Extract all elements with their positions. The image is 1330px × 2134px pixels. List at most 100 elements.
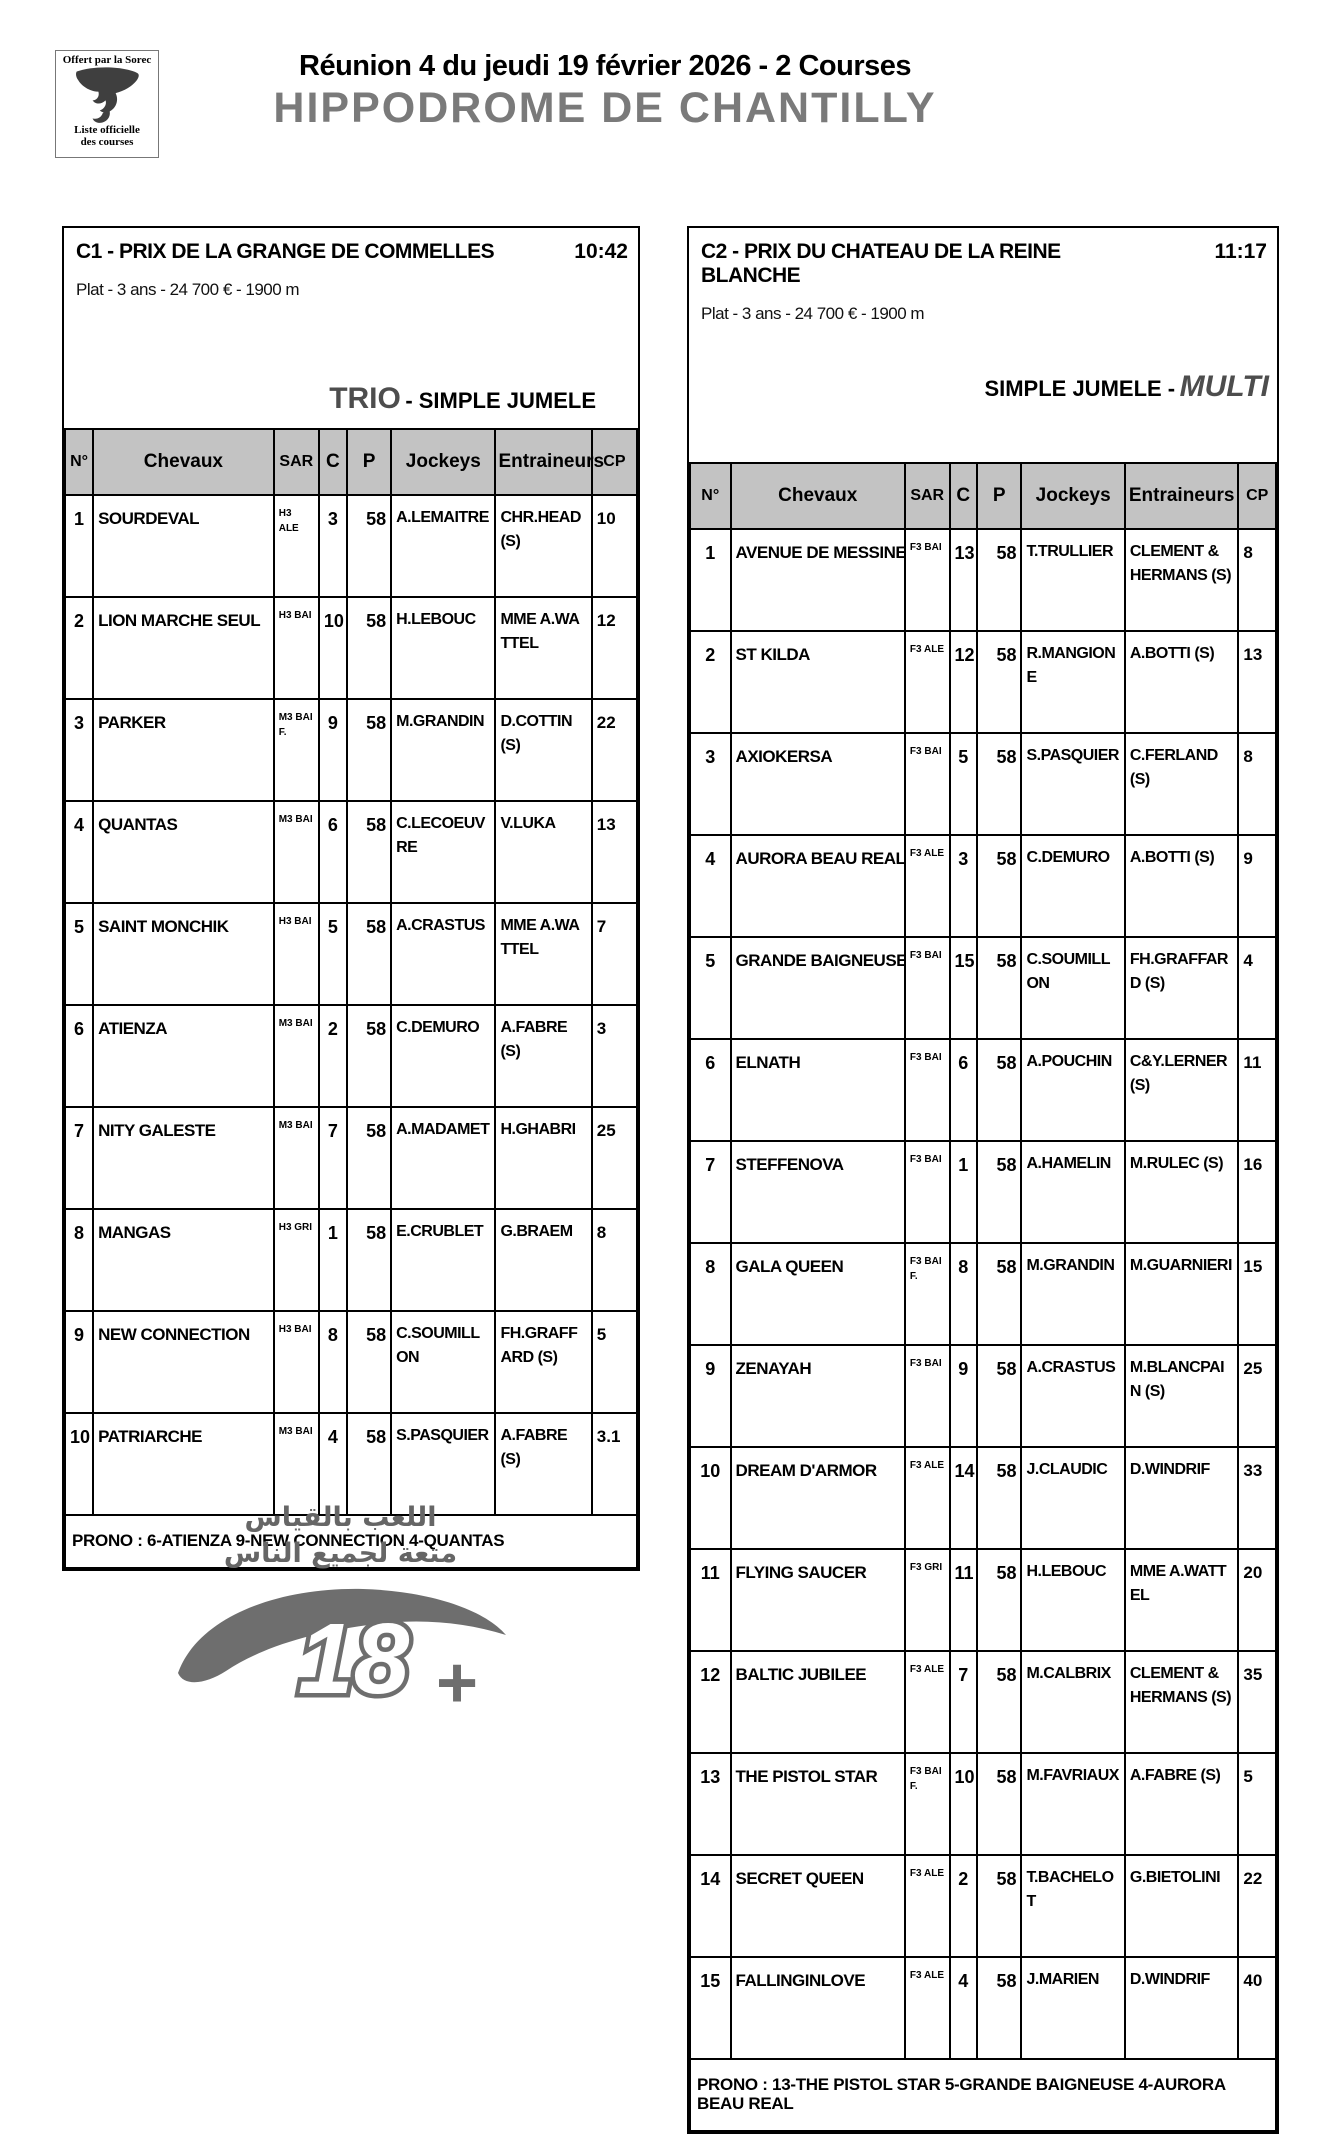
cell-jockey: C.DEMURO — [1020, 834, 1126, 939]
table-row: 1 SOURDEVAL H3 ALE 3 58 A.LEMAITRE CHR.HEAD (S… — [63, 494, 639, 599]
cell-cp: 5 — [1237, 1752, 1277, 1857]
cell-corde: 2 — [948, 1854, 978, 1959]
cell-number: 4 — [689, 834, 732, 939]
column-header: Entraineurs — [494, 428, 604, 497]
cell-number: 1 — [689, 528, 732, 633]
table-row: 6 ATIENZA M3 BAI 2 58 C.DEMURO A.FABRE (S) 3 — [63, 1004, 639, 1109]
cell-trainer: CLEMENT & HERMANS (S) — [1123, 528, 1240, 633]
cell-corde: 7 — [317, 1106, 348, 1211]
bet-type-multi: MULTI — [1179, 370, 1269, 404]
cell-horse: ELNATH — [729, 1038, 906, 1143]
cell-number: 7 — [689, 1140, 732, 1245]
cell-poids: 58 — [345, 800, 393, 905]
cell-trainer: M.BLANCPAIN (S) — [1123, 1344, 1240, 1449]
cell-jockey: M.CALBRIX — [1020, 1650, 1126, 1755]
cell-trainer: CHR.HEAD (S) — [494, 494, 593, 599]
cell-sar: F3 ALE — [903, 1854, 951, 1959]
cell-horse: ATIENZA — [92, 1004, 275, 1109]
cell-trainer: D.WINDRIF — [1123, 1956, 1240, 2061]
cell-trainer: A.FABRE (S) — [494, 1412, 593, 1517]
cell-horse: FALLINGINLOVE — [729, 1956, 906, 2061]
cell-sar: M3 BAI F. — [272, 698, 320, 803]
cell-corde: 10 — [317, 596, 348, 701]
table-row: 10 DREAM D'ARMOR F3 ALE 14 58 J.CLAUDIC D.WIND… — [689, 1446, 1277, 1551]
cell-horse: ZENAYAH — [729, 1344, 906, 1449]
table-row: 5 GRANDE BAIGNEUSE F3 BAI 15 58 C.SOUMILLON FH… — [689, 936, 1277, 1041]
cell-jockey: A.CRASTUS — [390, 902, 497, 1007]
cell-horse: BALTIC JUBILEE — [729, 1650, 906, 1755]
cell-number: 13 — [689, 1752, 732, 1857]
bet-type-simple-jumele: SIMPLE JUMELE - — [984, 376, 1176, 402]
table-row: 5 SAINT MONCHIK H3 BAI 5 58 A.CRASTUS MME A.WA… — [63, 902, 639, 1007]
cell-jockey: E.CRUBLET — [390, 1208, 497, 1313]
cell-poids: 58 — [345, 698, 393, 803]
table-row: 14 SECRET QUEEN F3 ALE 2 58 T.BACHELOT G.BIETO… — [689, 1854, 1277, 1959]
table-row: 8 GALA QUEEN F3 BAI F. 8 58 M.GRANDIN M.GUARNI… — [689, 1242, 1277, 1347]
cell-trainer: A.FABRE (S) — [1123, 1752, 1240, 1857]
cell-trainer: G.BRAEM — [494, 1208, 593, 1313]
venue-title: HIPPODROME DE CHANTILLY — [273, 84, 937, 132]
reunion-title: Réunion 4 du jeudi 19 février 2026 - 2 C… — [299, 50, 912, 82]
cell-corde: 6 — [948, 1038, 978, 1143]
cell-sar: M3 BAI — [272, 1004, 320, 1109]
table-row: 3 AXIOKERSA F3 BAI 5 58 S.PASQUIER C.FERLAND (… — [689, 732, 1277, 837]
cell-horse: NITY GALESTE — [92, 1106, 275, 1211]
cell-horse: ST KILDA — [729, 630, 906, 735]
cell-trainer: MME A.WATTEL — [494, 902, 593, 1007]
cell-jockey: A.CRASTUS — [1020, 1344, 1126, 1449]
cell-cp: 25 — [1237, 1344, 1277, 1449]
cell-poids: 58 — [345, 1310, 393, 1415]
cell-number: 11 — [689, 1548, 732, 1653]
cell-corde: 14 — [948, 1446, 978, 1551]
cell-sar: M3 BAI — [272, 1412, 320, 1517]
cell-number: 5 — [689, 936, 732, 1041]
table-row: 9 ZENAYAH F3 BAI 9 58 A.CRASTUS M.BLANCPAIN (S… — [689, 1344, 1277, 1449]
cell-cp: 35 — [1237, 1650, 1277, 1755]
cell-cp: 13 — [1237, 630, 1277, 735]
cell-jockey: A.LEMAITRE — [390, 494, 497, 599]
table-row: 10 PATRIARCHE M3 BAI 4 58 S.PASQUIER A.FABRE (… — [63, 1412, 639, 1517]
runners-table-c2: N° Chevaux SAR C P Jockeys Entraineurs CP 1 AVEN… — [689, 462, 1277, 2132]
cell-jockey: S.PASQUIER — [1020, 732, 1126, 837]
table-row: 12 BALTIC JUBILEE F3 ALE 7 58 M.CALBRIX CLEMEN… — [689, 1650, 1277, 1755]
cell-sar: F3 ALE — [903, 1446, 951, 1551]
cell-sar: F3 BAI — [903, 1344, 951, 1449]
cell-trainer: CLEMENT & HERMANS (S) — [1123, 1650, 1240, 1755]
cell-number: 8 — [689, 1242, 732, 1347]
table-row: 11 FLYING SAUCER F3 GRI 11 58 H.LEBOUC MME A.W… — [689, 1548, 1277, 1653]
age-18-text: 18 — [298, 1603, 410, 1715]
cell-trainer: MME A.WATTEL — [494, 596, 593, 701]
horse-head-icon — [76, 67, 139, 123]
cell-number: 4 — [63, 800, 95, 905]
cell-sar: M3 BAI — [272, 1106, 320, 1211]
cell-cp: 22 — [590, 698, 639, 803]
column-header: Chevaux — [729, 462, 906, 531]
column-header: C — [948, 462, 978, 531]
cell-corde: 5 — [317, 902, 348, 1007]
cell-poids: 58 — [345, 1412, 393, 1517]
cell-trainer: C&Y.LERNER (S) — [1123, 1038, 1240, 1143]
cell-number: 14 — [689, 1854, 732, 1959]
cell-corde: 2 — [317, 1004, 348, 1109]
cell-trainer: V.LUKA — [494, 800, 593, 905]
cell-cp: 9 — [1237, 834, 1277, 939]
cell-horse: PATRIARCHE — [92, 1412, 275, 1517]
cell-horse: SOURDEVAL — [92, 494, 275, 599]
column-header: N° — [689, 462, 732, 531]
race-title: C1 - PRIX DE LA GRANGE DE COMMELLES — [76, 240, 495, 263]
cell-horse: SECRET QUEEN — [729, 1854, 906, 1959]
cell-cp: 15 — [1237, 1242, 1277, 1347]
cell-sar: H3 ALE — [272, 494, 320, 599]
column-header: P — [975, 462, 1023, 531]
cell-sar: F3 ALE — [903, 630, 951, 735]
race-title: C2 - PRIX DU CHATEAU DE LA REINE BLANCHE — [701, 240, 1061, 288]
column-header: CP — [1237, 462, 1277, 531]
cell-corde: 12 — [948, 630, 978, 735]
cell-poids: 58 — [975, 1956, 1023, 2061]
table-row: 3 PARKER M3 BAI F. 9 58 M.GRANDIN D.COTTIN (S)… — [63, 698, 639, 803]
cell-poids: 58 — [975, 1140, 1023, 1245]
cell-cp: 12 — [590, 596, 639, 701]
promo-bottom-line2: des courses — [80, 135, 134, 148]
cell-jockey: R.MANGIONE — [1020, 630, 1126, 735]
cell-cp: 8 — [590, 1208, 639, 1313]
